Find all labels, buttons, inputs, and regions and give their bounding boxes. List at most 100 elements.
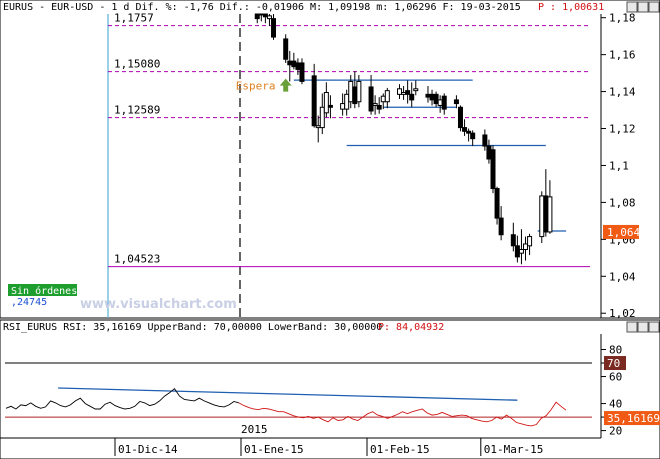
candle: [405, 80, 411, 104]
candle-body: [518, 249, 524, 254]
candle: [413, 80, 419, 96]
rsi-close-button[interactable]: [648, 321, 660, 333]
main-plot-area: 1,1757 1,15080 1,12589 1,04523 Espera: [107, 12, 590, 318]
orders-badge[interactable]: [8, 284, 77, 296]
main-header-text: EURUS - EUR-USD - 1 d Dif. %: -1,76 Dif.…: [3, 2, 521, 13]
candle-body: [441, 95, 447, 110]
candle-body: [299, 62, 305, 82]
candle: [457, 105, 463, 132]
candle-body: [271, 18, 277, 38]
candle-body: [510, 234, 516, 247]
candle-body: [283, 38, 289, 60]
fib-level-label: 1,04523: [114, 253, 160, 266]
candle-body: [384, 90, 390, 103]
close-button[interactable]: [648, 1, 660, 13]
candle-body: [453, 99, 459, 105]
candle-body: [376, 104, 382, 110]
candle-body: [315, 125, 321, 129]
candle: [356, 74, 362, 108]
candle: [372, 95, 378, 115]
candle-body: [547, 196, 553, 233]
rsi-band-badge: [604, 356, 626, 371]
candle-body: [470, 132, 476, 140]
candle-body: [262, 13, 268, 18]
candle-body: [462, 127, 468, 132]
candle: [490, 145, 496, 194]
candle-body: [425, 93, 431, 98]
candle-body: [287, 60, 293, 66]
candle: [527, 233, 533, 256]
fib-level-label: 1,12589: [114, 104, 160, 117]
candle: [523, 236, 529, 261]
candle: [319, 93, 325, 135]
candle-body: [527, 236, 533, 247]
last-price-label: 1,064: [607, 226, 640, 239]
main-header-bar: [1, 1, 601, 13]
rsi-plot-area: [5, 362, 592, 427]
candle-body: [490, 149, 496, 190]
rsi-window-controls[interactable]: [626, 321, 660, 333]
candle-body: [340, 103, 346, 110]
minimize-button[interactable]: [626, 1, 638, 13]
price-tick-label: 1,04: [609, 270, 636, 283]
rsi-maximize-button[interactable]: [637, 321, 649, 333]
candle: [376, 97, 382, 114]
candle: [271, 14, 277, 40]
rsi-axis: 2030406070807035,16169: [600, 334, 660, 438]
candle-body: [486, 145, 492, 160]
candle: [482, 129, 488, 151]
candle-body: [457, 106, 463, 129]
time-tick-label: 01-Ene-15: [244, 443, 304, 456]
up-arrow-icon: [279, 78, 292, 92]
candle-body: [266, 15, 272, 20]
year-marker: 2015: [241, 423, 268, 436]
rsi-price-label: P: 84,04932: [378, 322, 444, 333]
price-axis: 1,021,041,061,081,11,121,141,161,181,064: [600, 12, 640, 320]
candle-body: [344, 93, 350, 110]
price-tick-label: 1,02: [609, 307, 636, 320]
main-header-price: P : 1,00631: [538, 2, 604, 13]
orders-badge-label: Sin órdenes: [11, 285, 77, 297]
candle: [441, 93, 447, 115]
candle: [299, 58, 305, 85]
candle: [433, 91, 439, 108]
rsi-title: RSI_EURUS RSI: 35,16169 UpperBand: 70,00…: [3, 322, 382, 333]
rsi-band-badge-label: 70: [607, 357, 620, 370]
candle-body: [348, 80, 354, 103]
candle: [462, 119, 468, 136]
main-window-controls[interactable]: [626, 1, 660, 13]
candle-body: [409, 93, 415, 101]
price-tick-label: 1,16: [609, 49, 636, 62]
rsi-minimize-button[interactable]: [626, 321, 638, 333]
candle-body: [405, 90, 411, 95]
candle-body: [372, 103, 378, 106]
candle: [323, 82, 329, 118]
price-tick-label: 1,1: [609, 159, 629, 172]
last-price-badge: [603, 224, 639, 239]
candle-body: [380, 95, 386, 103]
maximize-button[interactable]: [637, 1, 649, 13]
rsi-tick-label: 60: [609, 371, 622, 384]
candle-body: [401, 92, 407, 95]
time-tick-label: 01-Feb-15: [370, 443, 430, 456]
candle-body: [543, 195, 549, 233]
fib-level-label: 1,15080: [114, 58, 160, 71]
candle: [453, 95, 459, 109]
candle: [327, 95, 333, 119]
candle: [254, 13, 260, 24]
fib-level-label: 1,1757: [114, 12, 154, 25]
candle: [368, 74, 374, 115]
candle-body: [523, 243, 529, 251]
candle: [397, 84, 403, 99]
candle-body: [429, 93, 435, 101]
candle-body: [494, 188, 500, 219]
candle: [283, 34, 289, 63]
candle: [510, 222, 516, 252]
rsi-line-segment: [5, 388, 240, 410]
candle: [266, 14, 272, 27]
candle-body: [327, 104, 333, 108]
candle: [547, 180, 553, 234]
candle-body: [368, 86, 374, 112]
time-tick-label: 01-Dic-14: [118, 443, 178, 456]
candle-body: [258, 13, 264, 16]
